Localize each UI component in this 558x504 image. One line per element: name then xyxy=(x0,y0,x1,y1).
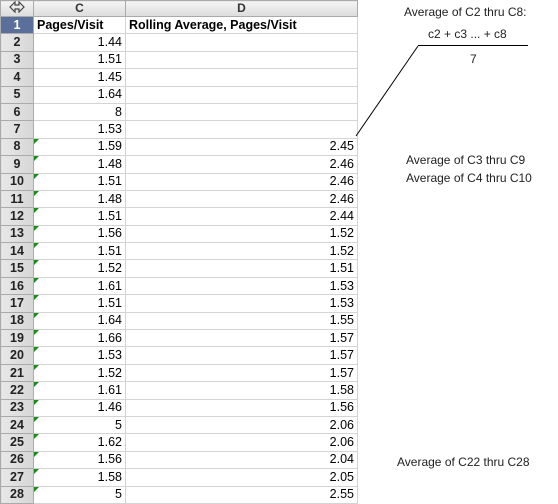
annotation-average-c4-c10: Average of C4 thru C10 xyxy=(406,171,532,185)
table-row: 13 1.56 1.52 xyxy=(0,224,358,244)
annotation-average-c22-c28: Average of C22 thru C28 xyxy=(397,455,530,469)
table-row: 18 1.64 1.55 xyxy=(0,311,358,331)
cell-pages-visit[interactable]: 1.48 xyxy=(33,155,126,174)
select-all-corner[interactable] xyxy=(0,0,34,17)
row-header[interactable]: 23 xyxy=(0,398,34,417)
cell-rolling-average[interactable]: 1.52 xyxy=(125,224,358,244)
table-row: 3 1.51 xyxy=(0,50,358,70)
column-header-c[interactable]: C xyxy=(33,0,126,17)
cell-pages-visit[interactable]: 1.62 xyxy=(33,433,126,452)
table-row: 15 1.52 1.51 xyxy=(0,259,358,278)
table-row: 23 1.46 1.56 xyxy=(0,398,358,417)
cell-pages-visit[interactable]: 1.56 xyxy=(33,450,126,470)
cell-pages-visit[interactable]: 1.52 xyxy=(33,259,126,278)
cell-pages-visit[interactable]: 1.59 xyxy=(33,137,126,157)
annotation-average-c3-c9: Average of C3 thru C9 xyxy=(406,153,526,167)
annotation-pointer-line xyxy=(355,45,419,137)
cell-rolling-average[interactable]: 2.46 xyxy=(125,155,358,174)
table-row: 12 1.51 2.44 xyxy=(0,207,358,226)
row-header[interactable]: 9 xyxy=(0,155,34,174)
sort-arrows-icon xyxy=(9,1,25,14)
row-header[interactable]: 14 xyxy=(0,242,34,261)
cell-pages-visit[interactable]: 1.66 xyxy=(33,329,126,348)
row-header[interactable]: 15 xyxy=(0,259,34,278)
row-header[interactable]: 17 xyxy=(0,294,34,313)
annotation-formula-numerator: c2 + c3 ... + c8 xyxy=(428,27,507,41)
row-header[interactable]: 28 xyxy=(0,485,34,504)
row-header[interactable]: 8 xyxy=(0,137,34,157)
table-row: 20 1.53 1.57 xyxy=(0,346,358,365)
row-header[interactable]: 7 xyxy=(0,120,34,139)
table-row: 10 1.51 2.46 xyxy=(0,172,358,191)
cell-pages-visit[interactable]: 1.48 xyxy=(33,189,126,209)
row-header[interactable]: 13 xyxy=(0,224,34,244)
cell-pages-visit[interactable]: 1.61 xyxy=(33,381,126,400)
cell-pages-visit[interactable]: 1.44 xyxy=(33,33,126,52)
cell-rolling-average[interactable]: 2.04 xyxy=(125,450,358,470)
annotation-fraction-bar xyxy=(418,45,528,46)
row-header[interactable]: 10 xyxy=(0,172,34,191)
cell-rolling-average[interactable]: 2.55 xyxy=(125,485,358,504)
table-row: 22 1.61 1.58 xyxy=(0,381,358,400)
cell-pages-visit[interactable]: 1.51 xyxy=(33,50,126,70)
cell-rolling-average[interactable]: 1.55 xyxy=(125,311,358,331)
cell-pages-visit[interactable]: 1.61 xyxy=(33,276,126,296)
table-row: 25 1.62 2.06 xyxy=(0,433,358,452)
table-row: 9 1.48 2.46 xyxy=(0,155,358,174)
table-row: 8 1.59 2.45 xyxy=(0,137,358,157)
table-row: 5 1.64 xyxy=(0,85,358,104)
table-row: 7 1.53 xyxy=(0,120,358,139)
table-row: 24 5 2.06 xyxy=(0,415,358,435)
row-header[interactable]: 4 xyxy=(0,68,34,87)
row-header[interactable]: 24 xyxy=(0,415,34,435)
table-row: 28 5 2.55 xyxy=(0,485,358,504)
annotation-average-c2-c8: Average of C2 thru C8: xyxy=(404,5,527,19)
cell-pages-visit[interactable]: 5 xyxy=(33,485,126,504)
column-header-row: C D xyxy=(0,0,358,17)
row-header[interactable]: 22 xyxy=(0,381,34,400)
table-row: 26 1.56 2.04 xyxy=(0,450,358,470)
table-row: 2 1.44 xyxy=(0,33,358,52)
row-header[interactable]: 25 xyxy=(0,433,34,452)
annotation-formula-denominator: 7 xyxy=(470,52,477,66)
